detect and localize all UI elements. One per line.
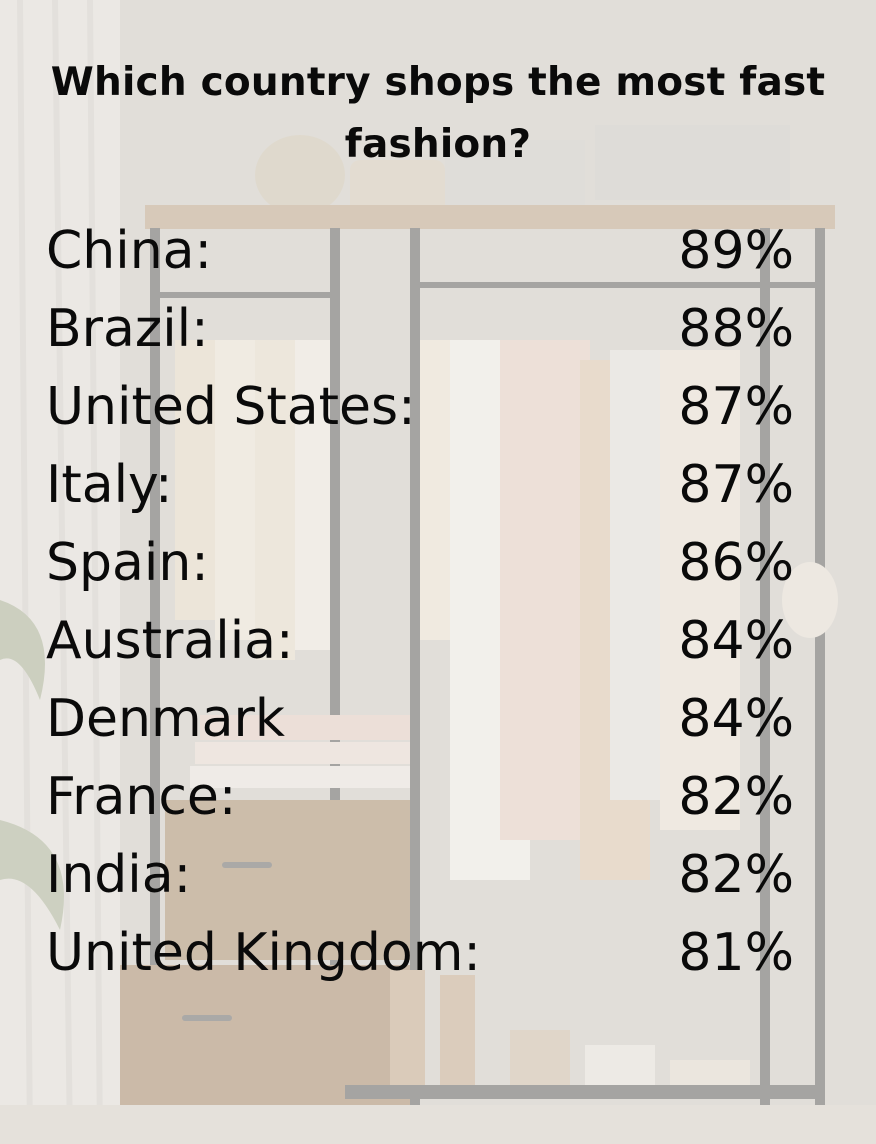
- country-name: China:: [46, 221, 213, 281]
- list-item: Italy: 87%: [46, 446, 794, 524]
- country-percent: 88%: [678, 299, 794, 359]
- country-name: Denmark: [46, 689, 286, 749]
- country-name: Spain:: [46, 533, 209, 593]
- country-percent: 82%: [678, 767, 794, 827]
- country-percent: 87%: [678, 377, 794, 437]
- country-percent: 81%: [678, 923, 794, 983]
- list-item: China: 89%: [46, 212, 794, 290]
- country-name: France:: [46, 767, 237, 827]
- list-item: India: 82%: [46, 836, 794, 914]
- list-item: Australia: 84%: [46, 602, 794, 680]
- country-list: China: 89% Brazil: 88% United States: 87…: [46, 212, 794, 992]
- country-name: United Kingdom:: [46, 923, 481, 983]
- list-item: Brazil: 88%: [46, 290, 794, 368]
- country-percent: 87%: [678, 455, 794, 515]
- list-item: United Kingdom: 81%: [46, 914, 794, 992]
- country-percent: 82%: [678, 845, 794, 905]
- country-name: Australia:: [46, 611, 294, 671]
- list-item: France: 82%: [46, 758, 794, 836]
- country-percent: 86%: [678, 533, 794, 593]
- country-name: India:: [46, 845, 192, 905]
- country-percent: 89%: [678, 221, 794, 281]
- list-item: Spain: 86%: [46, 524, 794, 602]
- country-percent: 84%: [678, 611, 794, 671]
- country-name: Brazil:: [46, 299, 209, 359]
- country-percent: 84%: [678, 689, 794, 749]
- country-name: Italy:: [46, 455, 173, 515]
- list-item: Denmark 84%: [46, 680, 794, 758]
- page-title: Which country shops the most fast fashio…: [50, 60, 826, 167]
- country-name: United States:: [46, 377, 416, 437]
- list-item: United States: 87%: [46, 368, 794, 446]
